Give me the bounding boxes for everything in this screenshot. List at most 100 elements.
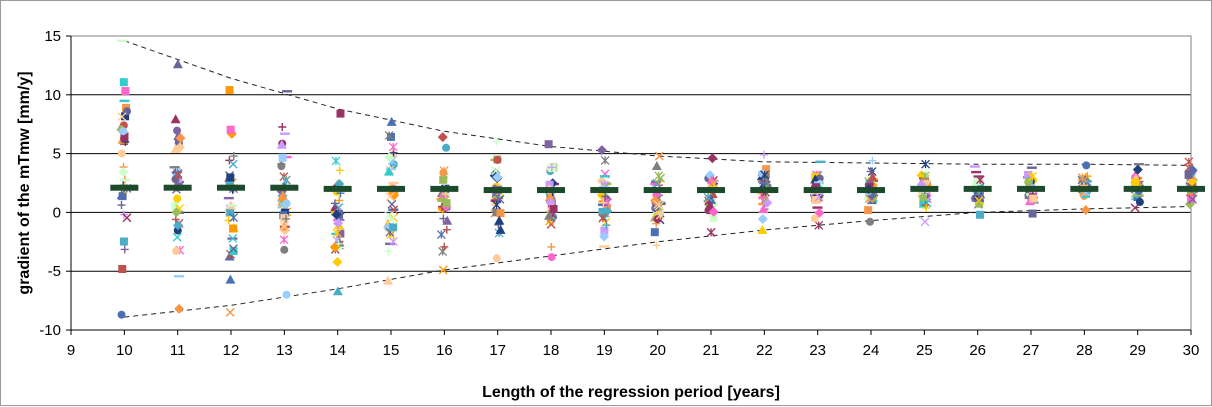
scatter-point xyxy=(1184,170,1193,179)
scatter-point xyxy=(975,199,984,208)
scatter-point xyxy=(919,193,928,202)
scatter-point xyxy=(599,245,610,248)
scatter-point xyxy=(281,175,291,185)
mean-marker xyxy=(857,187,885,194)
scatter-point xyxy=(118,167,129,178)
scatter-point xyxy=(653,215,662,224)
mean-marker xyxy=(1070,185,1099,192)
scatter-point xyxy=(757,213,768,224)
scatter-point xyxy=(385,242,396,246)
scatter-point xyxy=(495,224,506,234)
scatter-point xyxy=(228,244,238,254)
scatter-point xyxy=(169,166,180,169)
scatter-point xyxy=(814,192,824,202)
scatter-point xyxy=(442,143,451,152)
scatter-point xyxy=(226,173,235,182)
x-tick-label: 21 xyxy=(703,342,720,359)
scatter-point xyxy=(281,214,290,223)
scatter-point xyxy=(228,233,238,243)
scatter-point xyxy=(547,242,556,251)
scatter-point xyxy=(1132,164,1143,175)
scatter-point xyxy=(490,199,501,202)
scatter-point xyxy=(655,210,665,220)
scatter-point xyxy=(922,203,931,212)
scatter-point xyxy=(384,152,395,163)
scatter-point xyxy=(495,194,505,204)
scatter-point xyxy=(329,242,340,253)
scatter-point xyxy=(921,159,931,169)
scatter-point xyxy=(920,217,930,227)
scatter-point xyxy=(544,140,553,149)
scatter-point xyxy=(547,163,556,172)
scatter-point xyxy=(654,151,664,161)
x-tick-label: 28 xyxy=(1076,342,1093,359)
scatter-point xyxy=(1186,166,1195,175)
scatter-point xyxy=(383,275,394,285)
scatter-point xyxy=(229,224,238,233)
scatter-point xyxy=(762,165,771,174)
x-axis-title: Length of the regression period [years] xyxy=(482,384,780,401)
scatter-point xyxy=(171,215,180,224)
x-tick-label: 16 xyxy=(436,342,453,359)
scatter-point xyxy=(121,112,130,121)
data-points xyxy=(116,39,1198,319)
scatter-point xyxy=(173,170,183,180)
scatter-point xyxy=(1024,178,1033,187)
scatter-point xyxy=(282,199,291,208)
mean-marker xyxy=(910,185,939,192)
lower-envelope-line xyxy=(124,206,1192,318)
mean-markers xyxy=(110,184,1205,194)
x-tick-label: 9 xyxy=(67,342,75,359)
scatter-point xyxy=(226,207,235,216)
scatter-point xyxy=(386,215,396,225)
scatter-point xyxy=(491,197,500,206)
scatter-point xyxy=(868,156,877,165)
y-tick-label: 15 xyxy=(44,28,61,45)
scatter-point xyxy=(117,310,126,319)
scatter-point xyxy=(1080,205,1091,216)
scatter-point xyxy=(171,202,180,211)
scatter-point xyxy=(1028,209,1037,218)
scatter-point xyxy=(545,191,556,201)
scatter-point xyxy=(116,39,127,42)
scatter-point xyxy=(120,133,129,142)
scatter-point xyxy=(975,175,985,185)
mean-marker xyxy=(270,184,299,191)
scatter-point xyxy=(602,197,612,207)
scatter-point xyxy=(599,231,610,242)
x-tick-label: 22 xyxy=(756,342,773,359)
scatter-point xyxy=(598,207,607,216)
scatter-point xyxy=(814,220,824,230)
scatter-point xyxy=(442,199,451,208)
scatter-point xyxy=(758,202,769,206)
x-tick-label: 20 xyxy=(649,342,666,359)
scatter-point xyxy=(651,160,662,170)
scatter-point xyxy=(866,217,875,226)
x-tick-labels: 9 10 11 12 13 14 15 16 17 18 19 20 21 22 23 24 25 26 27 28 2… xyxy=(67,342,1200,359)
scatter-point xyxy=(335,196,344,205)
x-tick-label: 13 xyxy=(276,342,293,359)
scatter-point xyxy=(227,204,238,207)
scatter-point xyxy=(276,139,287,149)
scatter-point xyxy=(333,218,344,229)
scatter-point xyxy=(703,192,713,202)
scatter-point xyxy=(438,247,448,256)
scatter-point xyxy=(1131,178,1140,187)
scatter-point xyxy=(442,225,451,234)
scatter-point xyxy=(815,160,826,164)
scatter-point xyxy=(709,214,718,223)
x-tick-label: 17 xyxy=(489,342,506,359)
scatter-point xyxy=(652,241,661,250)
scatter-point xyxy=(652,178,662,188)
scatter-point xyxy=(651,204,660,213)
scatter-point xyxy=(1081,180,1092,183)
scatter-point xyxy=(330,199,339,208)
scatter-point xyxy=(174,142,185,153)
scatter-point xyxy=(704,200,715,210)
scatter-point xyxy=(384,130,394,140)
scatter-point xyxy=(760,170,770,180)
scatter-point xyxy=(118,265,127,274)
scatter-point xyxy=(172,59,183,69)
